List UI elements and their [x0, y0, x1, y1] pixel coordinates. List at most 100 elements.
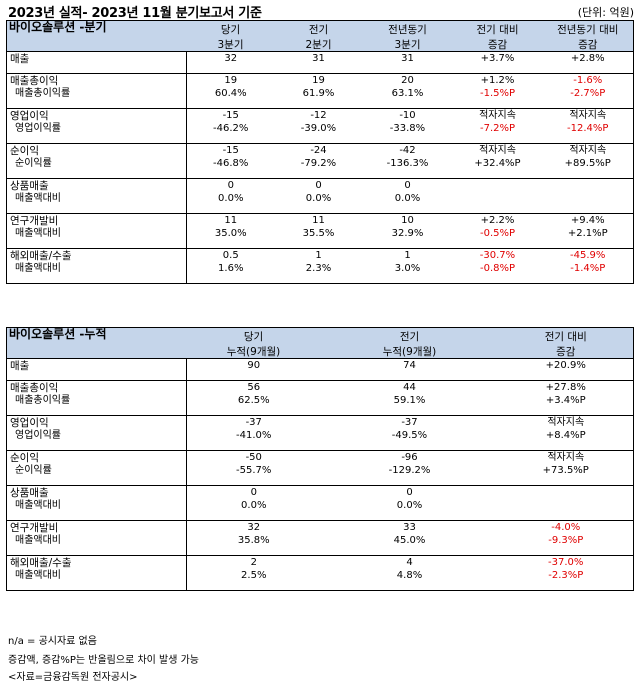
table-cell: +2.8% [542, 51, 634, 65]
table-row: 매출액대비 0.0% 0.0% [7, 499, 634, 512]
table-row: 매출총이익 56 44 +27.8% [6, 380, 634, 394]
table-cell: 32 [186, 520, 321, 534]
table-row: 영업이익 -15 -12 -10 적자지속 적자지속 [6, 108, 634, 122]
table-cell: 4.8% [396, 569, 423, 581]
table-cell: 적자지속 [452, 143, 543, 157]
spacer-cell [499, 547, 634, 556]
col-header: 전기 [320, 327, 499, 343]
row-label: 매출액대비 [15, 192, 61, 204]
spacer-cell [7, 65, 187, 74]
spacer-cell [186, 477, 321, 486]
spacer-cell [453, 240, 543, 249]
row-spacer [7, 477, 634, 486]
spacer-cell [7, 372, 187, 381]
table-cell: 적자지속 [498, 415, 634, 429]
col-header-sub: 증감 [452, 36, 543, 52]
table-cell: 0.0% [186, 192, 275, 205]
spacer-cell [499, 477, 634, 486]
spacer-cell [543, 205, 634, 214]
table-cell: +3.4%P [545, 394, 586, 406]
col-header: 당기 [186, 20, 275, 36]
table-cell: -41.0% [186, 429, 321, 442]
spacer-cell [363, 205, 453, 214]
col-header: 전년동기 대비 [542, 20, 634, 36]
table-cell: -30.7% [452, 248, 543, 262]
spacer-cell [453, 65, 543, 74]
spacer-cell [453, 275, 543, 284]
table-cell [543, 192, 634, 205]
table-cell: 0.0% [305, 192, 332, 204]
table-row: 매출총이익률 60.4% 61.9% 63.1% -1.5%P -2.7%P [7, 87, 634, 100]
table-row: 해외매출/수출 0.5 1 1 -30.7% -45.9% [6, 248, 634, 262]
table-cell: 19 [186, 73, 275, 87]
table-row: 매출 32 31 31 +3.7% +2.8% [6, 51, 634, 65]
row-label: 매출 [6, 358, 187, 372]
spacer-cell [321, 547, 499, 556]
table-cell: -39.0% [300, 122, 337, 134]
table-cell: 2.3% [305, 262, 332, 274]
table-cell: +32.4%P [474, 157, 521, 169]
table-cell: +8.4%P [545, 429, 586, 441]
row-label: 매출액대비 [15, 534, 61, 546]
table-cell: 32.9% [391, 227, 424, 239]
table-cell: 62.5% [186, 394, 321, 407]
table-cell: -45.9% [542, 248, 634, 262]
table-row: 순이익 -15 -24 -42 적자지속 적자지속 [6, 143, 634, 157]
col-header-sub: 증감 [542, 36, 634, 52]
row-label: 매출총이익 [6, 73, 187, 87]
col-header-sub: 누적(9개월) [320, 343, 499, 359]
col-header: 전기 [274, 20, 363, 36]
row-spacer [7, 372, 634, 381]
footnote-rounding: 증감액, 증감%P는 반올림으로 차이 발생 가능 [8, 655, 200, 666]
quarter-table-title: 바이오솔루션 -분기 [6, 20, 187, 52]
table-cell: +2.1%P [567, 227, 608, 239]
row-label: 연구개발비 [6, 213, 187, 227]
spacer-cell [7, 547, 187, 556]
table-row: 순이익률 -46.8% -79.2% -136.3% +32.4%P +89.5%P [7, 157, 634, 170]
spacer-cell [363, 65, 453, 74]
table-cell: -129.2% [388, 464, 431, 476]
table-cell: 0 [274, 178, 363, 192]
table-row: 영업이익 -37 -37 적자지속 [6, 415, 634, 429]
spacer-cell [275, 205, 363, 214]
table-cell: +2.2% [452, 213, 543, 227]
table-cell: -12.4%P [567, 122, 609, 134]
row-label: 매출액대비 [15, 569, 61, 581]
row-spacer [7, 407, 634, 416]
col-header: 당기 [186, 327, 321, 343]
row-label: 영업이익 [6, 108, 187, 122]
table-cell: 0 [362, 178, 453, 192]
spacer-cell [321, 477, 499, 486]
table-cell: 74 [320, 358, 499, 372]
spacer-cell [453, 205, 543, 214]
table-cell: 1.6% [186, 262, 275, 275]
cumulative-table-title: 바이오솔루션 -누적 [6, 327, 187, 359]
spacer-cell [321, 512, 499, 521]
table-cell: +3.7% [452, 51, 543, 65]
spacer-cell [453, 170, 543, 179]
table-cell: 19 [274, 73, 363, 87]
table-cell: 0.0% [394, 192, 421, 204]
row-spacer [7, 582, 634, 591]
col-header: 전기 대비 [452, 20, 543, 36]
row-spacer [7, 512, 634, 521]
spacer-cell [7, 477, 187, 486]
row-label: 순이익률 [15, 464, 52, 476]
row-spacer [7, 100, 634, 109]
row-spacer [7, 547, 634, 556]
table-cell: 적자지속 [542, 143, 634, 157]
table-row: 매출액대비 35.8% 45.0% -9.3%P [7, 534, 634, 547]
table-cell: 35.8% [186, 534, 321, 547]
row-spacer [7, 170, 634, 179]
spacer-cell [543, 275, 634, 284]
table-cell: 63.1% [391, 87, 424, 99]
table-cell: 61.9% [302, 87, 335, 99]
table-row: 상품매출 0 0 0 [6, 178, 634, 192]
spacer-cell [186, 407, 321, 416]
table-row: 매출액대비 1.6% 2.3% 3.0% -0.8%P -1.4%P [7, 262, 634, 275]
table-row: 순이익 -50 -96 적자지속 [6, 450, 634, 464]
table-cell: -55.7% [186, 464, 321, 477]
spacer-cell [363, 100, 453, 109]
table-cell: -1.6% [542, 73, 634, 87]
spacer-cell [7, 100, 187, 109]
